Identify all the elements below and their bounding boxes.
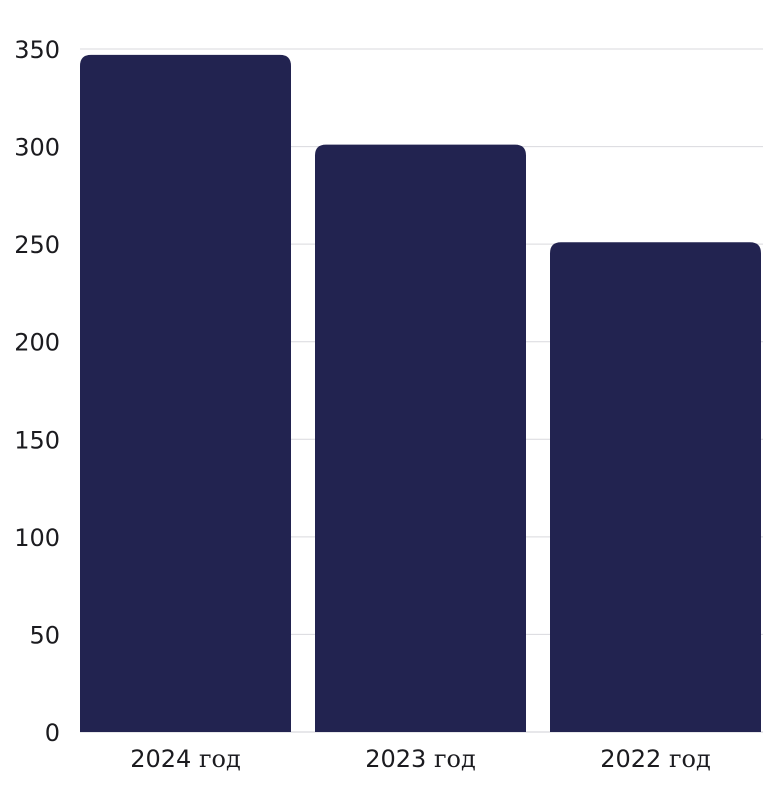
y-tick-label: 200 [14,329,60,357]
x-tick-label: 2022 год [600,745,711,773]
y-axis: 0 50 100 150 200 250 300 350 [14,36,60,747]
x-tick-year: 2023 [365,745,434,773]
bars [80,54,761,733]
y-tick-label: 100 [14,524,60,552]
x-tick-label: 2023 год [365,745,476,773]
x-tick-year: 2022 [600,745,669,773]
x-tick-year: 2024 [130,745,199,773]
bar-2024 [80,54,291,732]
y-tick-label: 300 [14,134,60,162]
y-tick-label: 350 [14,36,60,64]
y-tick-label: 50 [29,621,60,649]
x-tick-unit: год [669,745,711,773]
x-axis: 2024 год 2023 год 2022 год [130,745,711,773]
bar-2023 [315,144,526,732]
y-tick-label: 250 [14,231,60,259]
y-tick-label: 0 [45,719,60,747]
x-tick-label: 2024 год [130,745,241,773]
bar-2022 [550,242,761,733]
y-tick-label: 150 [14,426,60,454]
x-tick-unit: год [434,745,476,773]
x-tick-unit: год [199,745,241,773]
